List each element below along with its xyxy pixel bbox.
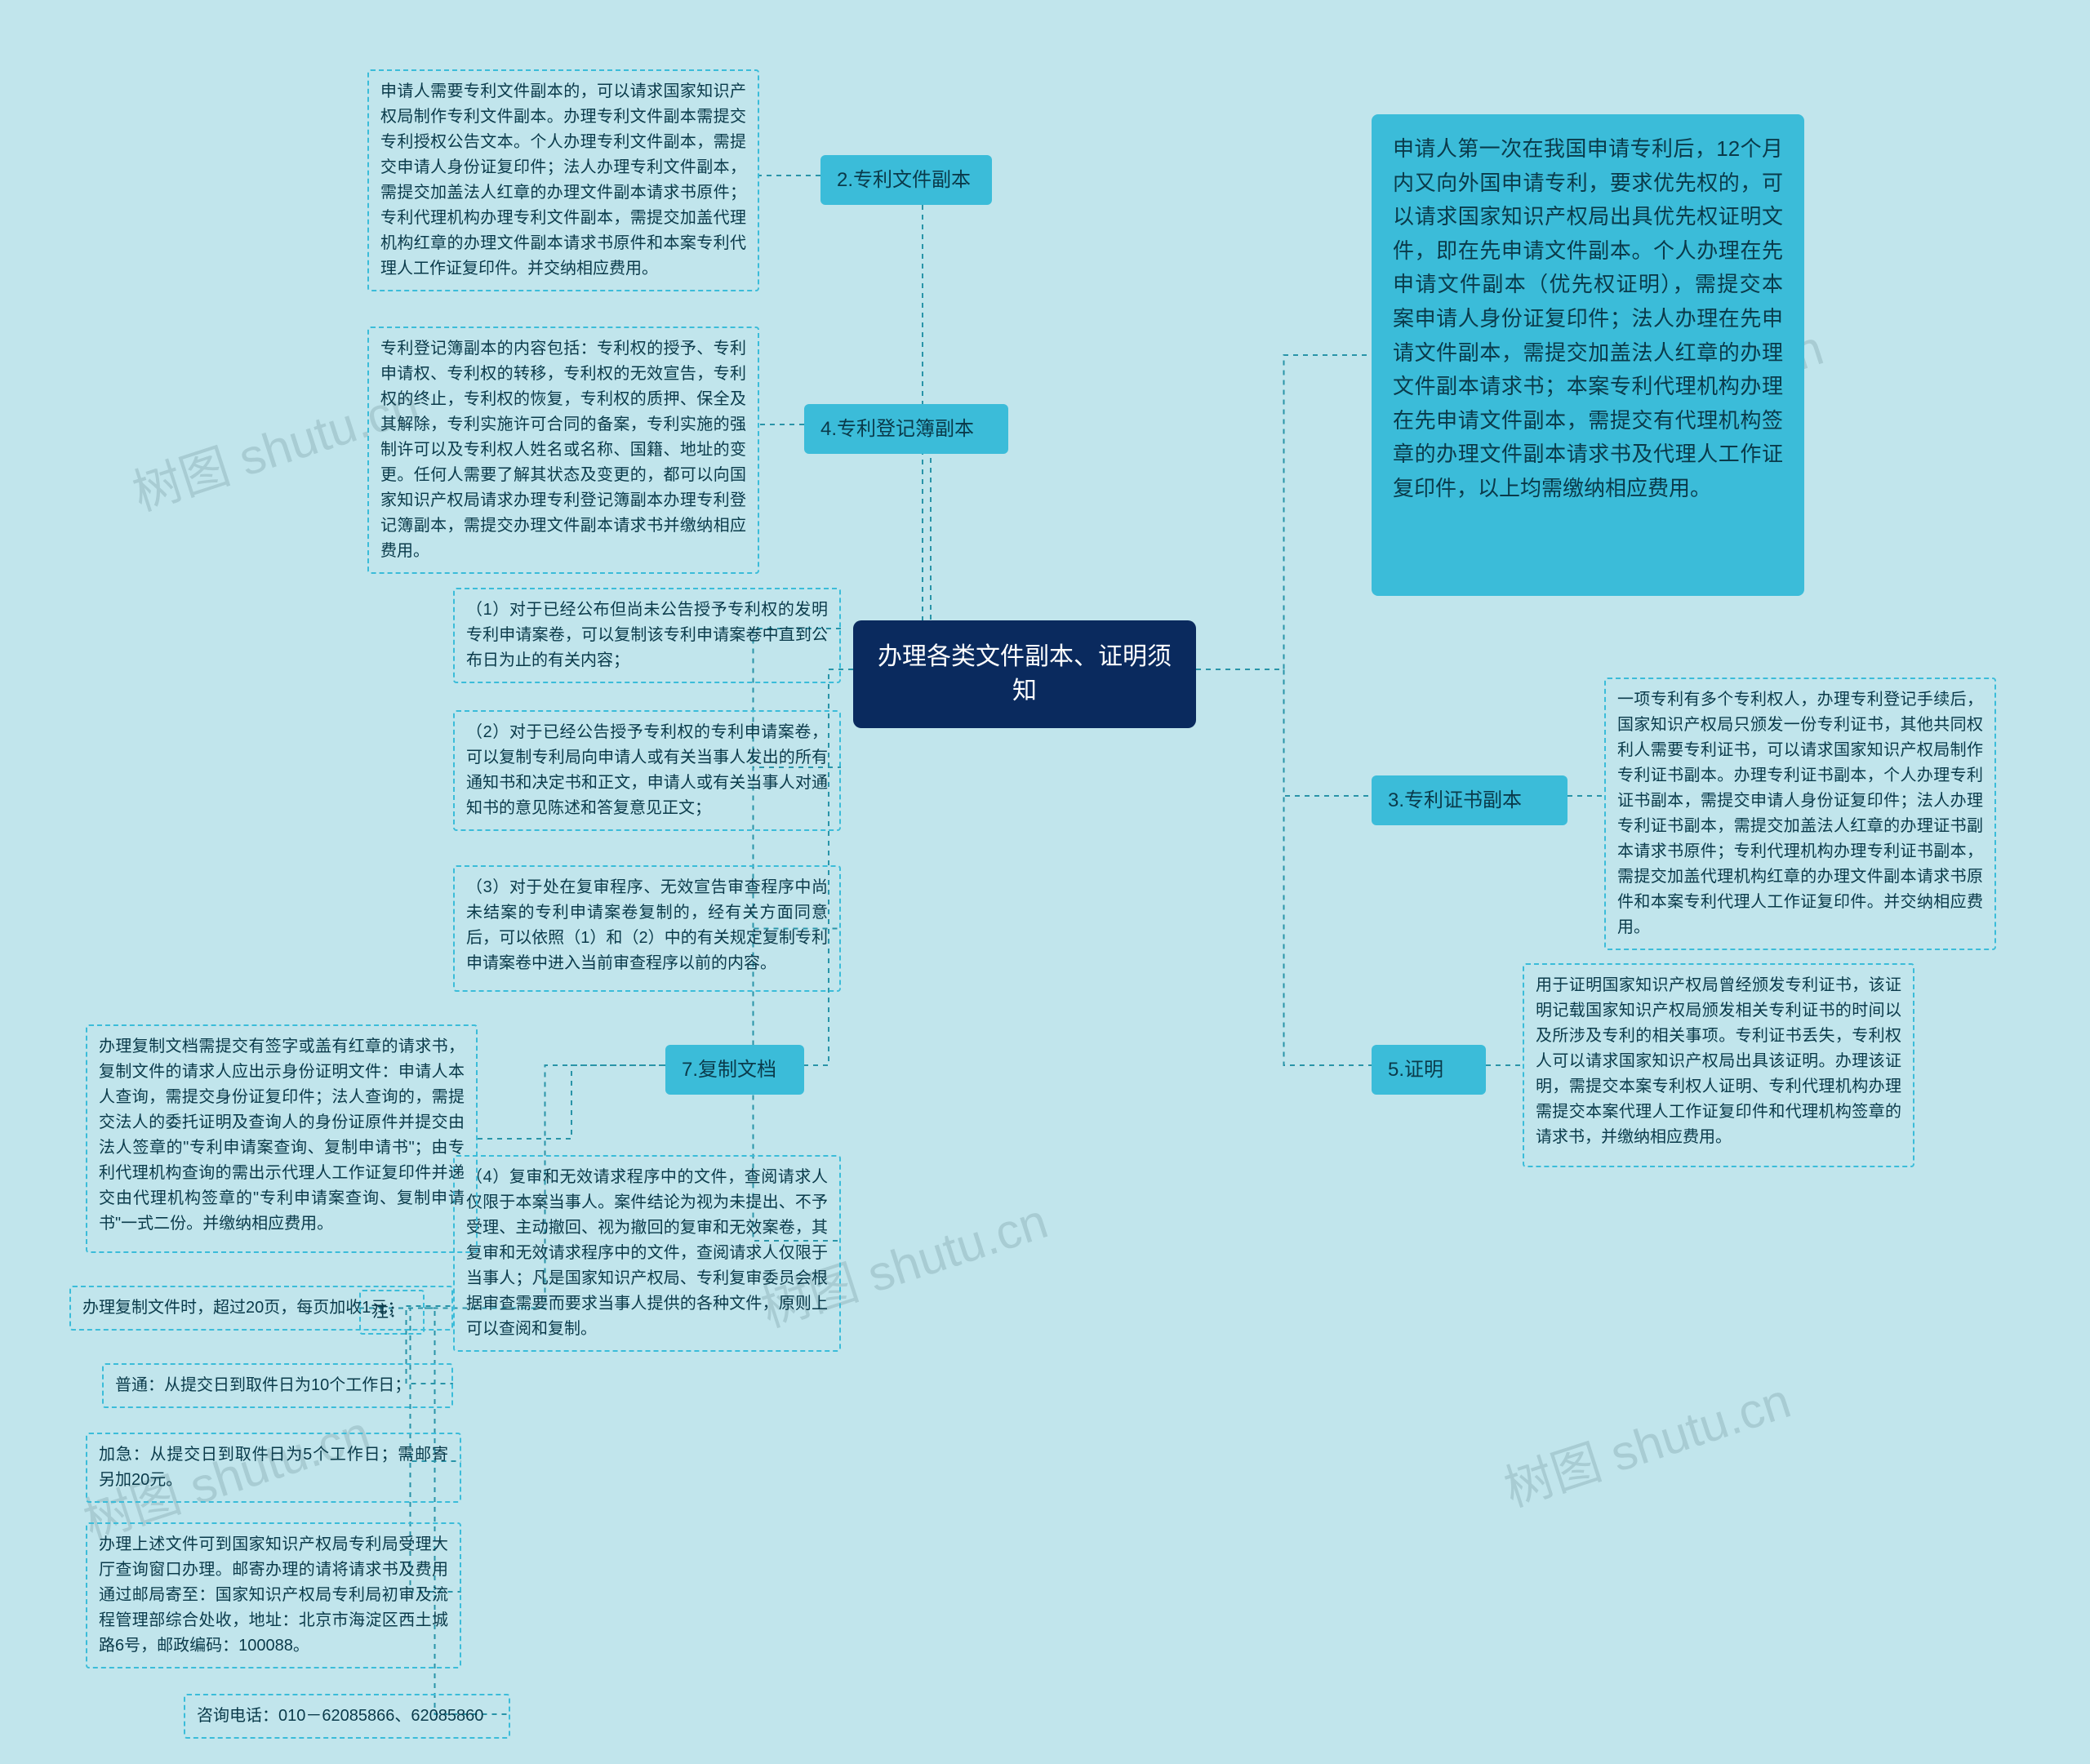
leaf-note-3: 加急：从提交日到取件日为5个工作日；需邮寄另加20元。 <box>86 1433 461 1503</box>
leaf-note-4: 办理上述文件可到国家知识产权局专利局受理大厅查询窗口办理。邮寄办理的请将请求书及… <box>86 1522 461 1668</box>
branch-register-copy[interactable]: 4.专利登记簿副本 <box>804 404 1008 454</box>
leaf-patent-doc-copy-detail: 申请人需要专利文件副本的，可以请求国家知识产权局制作专利文件副本。办理专利文件副… <box>367 69 759 291</box>
mindmap-canvas: 树图 shutu.cn 树图 shutu.cn 树图 shutu.cn 树图 s… <box>0 0 2090 1764</box>
highlight-priority-doc: 申请人第一次在我国申请专利后，12个月内又向外国申请专利，要求优先权的，可以请求… <box>1372 114 1804 596</box>
leaf-copy-docs-5: 办理复制文档需提交有签字或盖有红章的请求书，复制文件的请求人应出示身份证明文件：… <box>86 1024 478 1253</box>
leaf-note-2: 普通：从提交日到取件日为10个工作日； <box>102 1363 453 1408</box>
root-node[interactable]: 办理各类文件副本、证明须知 <box>853 620 1196 728</box>
watermark: 树图 shutu.cn <box>1494 1362 1799 1521</box>
branch-patent-doc-copy[interactable]: 2.专利文件副本 <box>820 155 992 205</box>
leaf-note-1: 办理复制文件时，超过20页，每页加收1元； <box>69 1286 453 1331</box>
branch-cert-copy[interactable]: 3.专利证书副本 <box>1372 775 1568 825</box>
leaf-copy-docs-2: （2）对于已经公告授予专利权的专利申请案卷，可以复制专利局向申请人或有关当事人发… <box>453 710 841 831</box>
leaf-note-5: 咨询电话：010－62085866、62085860 <box>184 1694 510 1739</box>
leaf-copy-docs-3: （3）对于处在复审程序、无效宣告审查程序中尚未结案的专利申请案卷复制的，经有关方… <box>453 865 841 992</box>
leaf-proof-detail: 用于证明国家知识产权局曾经颁发专利证书，该证明记载国家知识产权局颁发相关专利证书… <box>1523 963 1914 1167</box>
branch-copy-docs[interactable]: 7.复制文档 <box>665 1045 804 1095</box>
branch-proof[interactable]: 5.证明 <box>1372 1045 1486 1095</box>
leaf-copy-docs-1: （1）对于已经公布但尚未公告授予专利权的发明专利申请案卷，可以复制该专利申请案卷… <box>453 588 841 683</box>
leaf-cert-copy-detail: 一项专利有多个专利权人，办理专利登记手续后，国家知识产权局只颁发一份专利证书，其… <box>1604 678 1996 950</box>
leaf-copy-docs-4: （4）复审和无效请求程序中的文件，查阅请求人仅限于本案当事人。案件结论为视为未提… <box>453 1155 841 1352</box>
leaf-register-copy-detail: 专利登记簿副本的内容包括：专利权的授予、专利申请权、专利权的转移，专利权的无效宣… <box>367 327 759 574</box>
